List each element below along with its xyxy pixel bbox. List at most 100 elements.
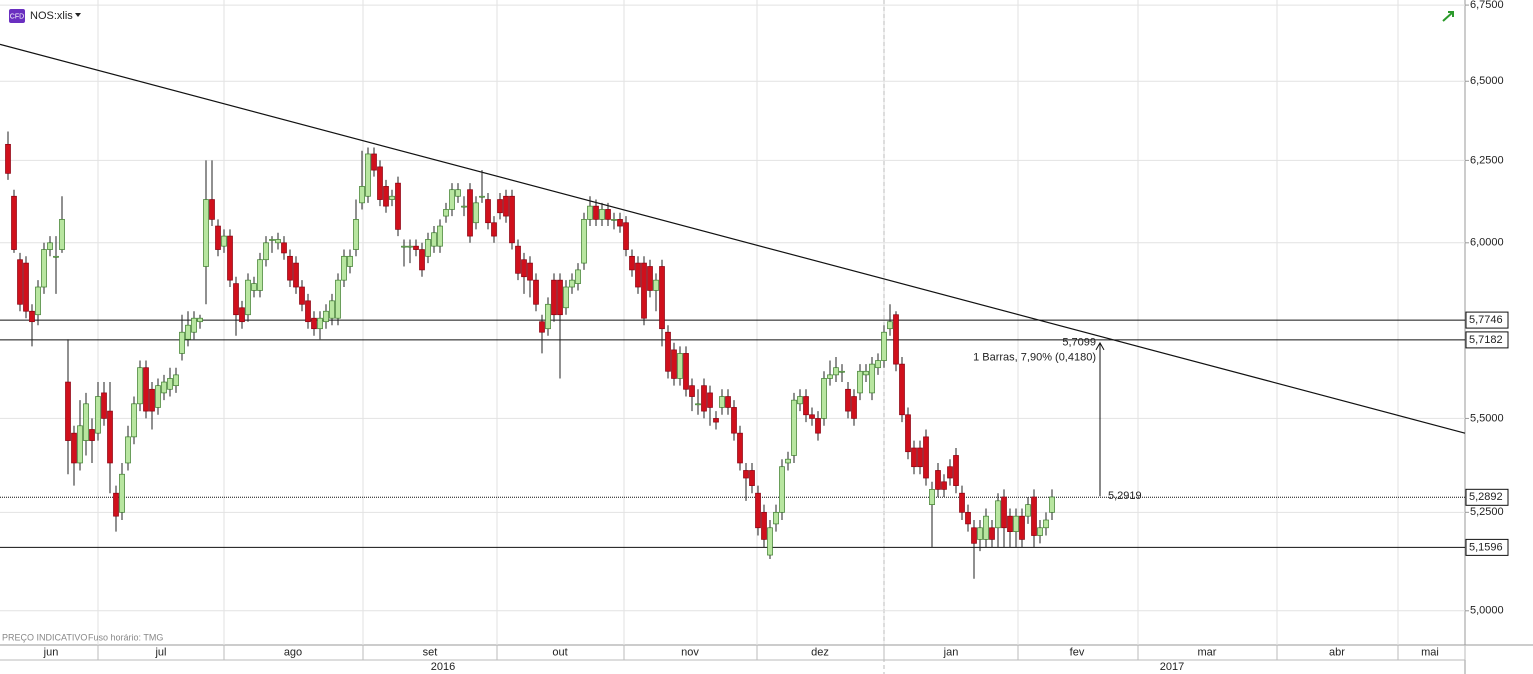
- candle-body: [851, 396, 857, 419]
- price-notice: PREÇO INDICATIVO: [2, 632, 87, 642]
- candle-body: [857, 370, 863, 394]
- candle-body: [899, 363, 905, 416]
- candle-body: [779, 466, 785, 513]
- candle-body: [179, 331, 185, 354]
- candle-body: [311, 317, 317, 330]
- candle-body: [527, 262, 533, 281]
- candle-body: [863, 370, 869, 376]
- candle-body: [335, 279, 341, 319]
- candle-body: [827, 374, 833, 379]
- candle-body: [947, 466, 953, 479]
- symbol-selector[interactable]: CFD NOS:xlis: [9, 9, 81, 23]
- y-tick-label: 5,0000: [1470, 605, 1504, 617]
- measure-text: 1 Barras, 7,90% (0,4180): [973, 352, 1096, 364]
- symbol[interactable]: NOS:xlis: [30, 10, 73, 22]
- candle-body: [755, 492, 761, 529]
- candle-body: [929, 489, 935, 506]
- candle-body: [683, 353, 689, 390]
- candle-body: [425, 239, 431, 257]
- candle-body: [161, 381, 167, 394]
- candle-body: [905, 414, 911, 453]
- candle-body: [665, 331, 671, 372]
- month-label: fev: [1070, 646, 1085, 658]
- candle-body: [281, 242, 287, 254]
- candle-body: [365, 153, 371, 197]
- candle-body: [695, 403, 701, 406]
- candle-body: [647, 266, 653, 291]
- level-label-box: [1465, 488, 1509, 506]
- trend-icon[interactable]: [1442, 11, 1454, 22]
- candle-body: [329, 300, 335, 319]
- candle-body: [233, 283, 239, 316]
- candle-body: [1037, 527, 1043, 536]
- candle-body: [59, 219, 65, 250]
- y-tick-label: 6,0000: [1470, 237, 1504, 249]
- candle-body: [773, 511, 779, 525]
- candle-body: [17, 259, 23, 305]
- candle-body: [1001, 496, 1007, 529]
- candle-body: [209, 199, 215, 220]
- candle-body: [611, 219, 617, 221]
- candle-body: [53, 255, 59, 258]
- candle-body: [449, 189, 455, 210]
- candle-body: [719, 396, 725, 408]
- candle-body: [431, 232, 437, 247]
- month-label: mar: [1198, 646, 1217, 658]
- candle-body: [383, 186, 389, 207]
- month-label: jan: [943, 646, 959, 658]
- level-label-box: [1465, 538, 1509, 556]
- candle-body: [767, 527, 773, 556]
- y-tick-label: 5,2500: [1470, 506, 1504, 518]
- candle-body: [515, 245, 521, 274]
- candle-body: [125, 436, 131, 464]
- level-label-box: [1465, 331, 1509, 349]
- trendline: [0, 43, 1466, 434]
- candle-body: [389, 195, 395, 200]
- candle-body: [707, 392, 713, 408]
- candle-body: [743, 470, 749, 479]
- candle-body: [401, 245, 407, 248]
- candle-body: [107, 410, 113, 464]
- candle-body: [869, 363, 875, 394]
- y-tick-label: 6,2500: [1470, 154, 1504, 166]
- dropdown-arrow[interactable]: [75, 13, 81, 17]
- candle-body: [713, 418, 719, 423]
- candle-body: [245, 279, 251, 316]
- candle-body: [875, 360, 881, 369]
- candle-body: [641, 262, 647, 319]
- candle-body: [563, 286, 569, 309]
- candle-body: [257, 259, 263, 291]
- candle-body: [575, 269, 581, 284]
- candle-body: [887, 321, 893, 330]
- month-label: out: [552, 646, 567, 658]
- candle-body: [287, 255, 293, 281]
- candle-body: [881, 331, 887, 361]
- candle-body: [41, 249, 47, 288]
- month-label: dez: [811, 646, 829, 658]
- candle-body: [29, 310, 35, 323]
- candle-body: [701, 385, 707, 412]
- candle-body: [89, 429, 95, 441]
- month-label: nov: [681, 646, 699, 658]
- candle-body: [809, 414, 815, 419]
- candle-body: [803, 396, 809, 416]
- candle-body: [65, 381, 71, 441]
- y-tick-label: 6,5000: [1470, 75, 1504, 87]
- candle-body: [689, 385, 695, 397]
- candle-body: [269, 239, 275, 241]
- level-label: 5,7182: [1469, 334, 1503, 346]
- candle-body: [305, 300, 311, 323]
- candle-body: [551, 279, 557, 316]
- candle-body: [971, 527, 977, 544]
- level-label: 5,2892: [1469, 491, 1503, 503]
- candle-body: [419, 249, 425, 271]
- candle-body: [317, 317, 323, 330]
- candle-body: [989, 527, 995, 540]
- candle-body: [323, 310, 329, 323]
- candle-body: [677, 353, 683, 379]
- candle-body: [977, 527, 983, 540]
- year-label: 2017: [1160, 661, 1184, 673]
- candle-body: [83, 403, 89, 441]
